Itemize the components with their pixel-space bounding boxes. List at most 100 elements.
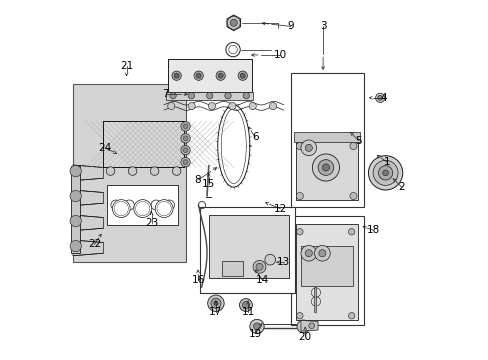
Bar [300,246,352,286]
Circle shape [375,93,384,103]
Circle shape [253,260,265,273]
Circle shape [269,103,276,110]
Bar [290,73,364,207]
Bar [295,141,357,200]
Circle shape [70,190,81,202]
Polygon shape [73,165,103,181]
Circle shape [210,298,221,308]
Circle shape [224,93,231,99]
Circle shape [111,200,121,210]
Circle shape [174,73,179,78]
Circle shape [207,295,224,311]
Circle shape [70,215,81,227]
Circle shape [248,103,256,110]
Circle shape [213,301,218,305]
Circle shape [112,200,130,217]
Bar [209,215,288,278]
Circle shape [196,73,201,78]
Bar [71,166,80,253]
Circle shape [296,320,309,333]
Circle shape [314,246,329,261]
Circle shape [264,254,275,265]
Bar [290,216,364,325]
Circle shape [349,143,356,150]
Text: 2: 2 [398,182,404,192]
Circle shape [218,73,223,78]
Bar [165,92,253,100]
Circle shape [228,103,235,110]
Text: 10: 10 [273,50,286,60]
Text: 7: 7 [163,89,169,99]
Text: 22: 22 [88,239,101,249]
Circle shape [296,229,303,235]
Circle shape [318,249,325,257]
Circle shape [296,193,303,200]
Text: 23: 23 [145,218,158,228]
Circle shape [181,122,190,131]
Circle shape [172,71,181,80]
Text: 24: 24 [99,143,112,153]
Circle shape [151,200,161,210]
Circle shape [208,103,215,110]
Circle shape [372,160,397,185]
Text: 11: 11 [241,307,254,317]
Text: 8: 8 [194,175,201,185]
Text: 12: 12 [273,203,286,213]
Circle shape [382,170,387,176]
Circle shape [296,143,303,150]
Text: 5: 5 [355,136,362,146]
Bar [293,132,359,143]
Circle shape [155,200,173,217]
Text: 3: 3 [319,21,325,31]
Circle shape [300,246,316,261]
Bar [107,185,178,225]
Circle shape [183,159,188,165]
Circle shape [124,200,134,210]
Circle shape [377,95,382,100]
Circle shape [106,167,115,175]
Circle shape [194,71,203,80]
Bar [200,207,294,293]
Circle shape [181,134,190,143]
Text: 15: 15 [202,179,215,189]
Circle shape [317,159,333,175]
Circle shape [183,136,188,141]
Text: 17: 17 [209,307,222,317]
Text: 9: 9 [287,21,294,31]
Circle shape [240,73,244,78]
Text: 20: 20 [298,332,311,342]
Text: 4: 4 [380,93,386,103]
Polygon shape [73,240,103,256]
Bar [295,224,357,320]
Bar [167,59,251,93]
Circle shape [70,240,81,252]
Circle shape [164,200,174,210]
Text: 21: 21 [120,61,133,71]
Circle shape [188,103,195,110]
Text: 6: 6 [251,132,258,142]
Circle shape [150,167,159,175]
Circle shape [255,263,263,270]
Circle shape [322,164,329,171]
Circle shape [134,200,151,217]
Circle shape [128,167,137,175]
Circle shape [242,301,249,309]
Circle shape [249,319,264,334]
Bar [73,84,185,262]
Circle shape [169,93,176,99]
Circle shape [183,148,188,153]
Circle shape [188,93,194,99]
Circle shape [308,323,314,329]
Text: 18: 18 [366,225,379,235]
Circle shape [348,312,354,319]
Circle shape [349,193,356,200]
Circle shape [305,144,312,152]
Circle shape [243,93,249,99]
Circle shape [296,312,303,319]
Circle shape [181,157,190,167]
Text: 1: 1 [383,157,390,167]
Circle shape [348,229,354,235]
Circle shape [312,154,339,181]
Circle shape [206,93,212,99]
Polygon shape [300,320,317,331]
